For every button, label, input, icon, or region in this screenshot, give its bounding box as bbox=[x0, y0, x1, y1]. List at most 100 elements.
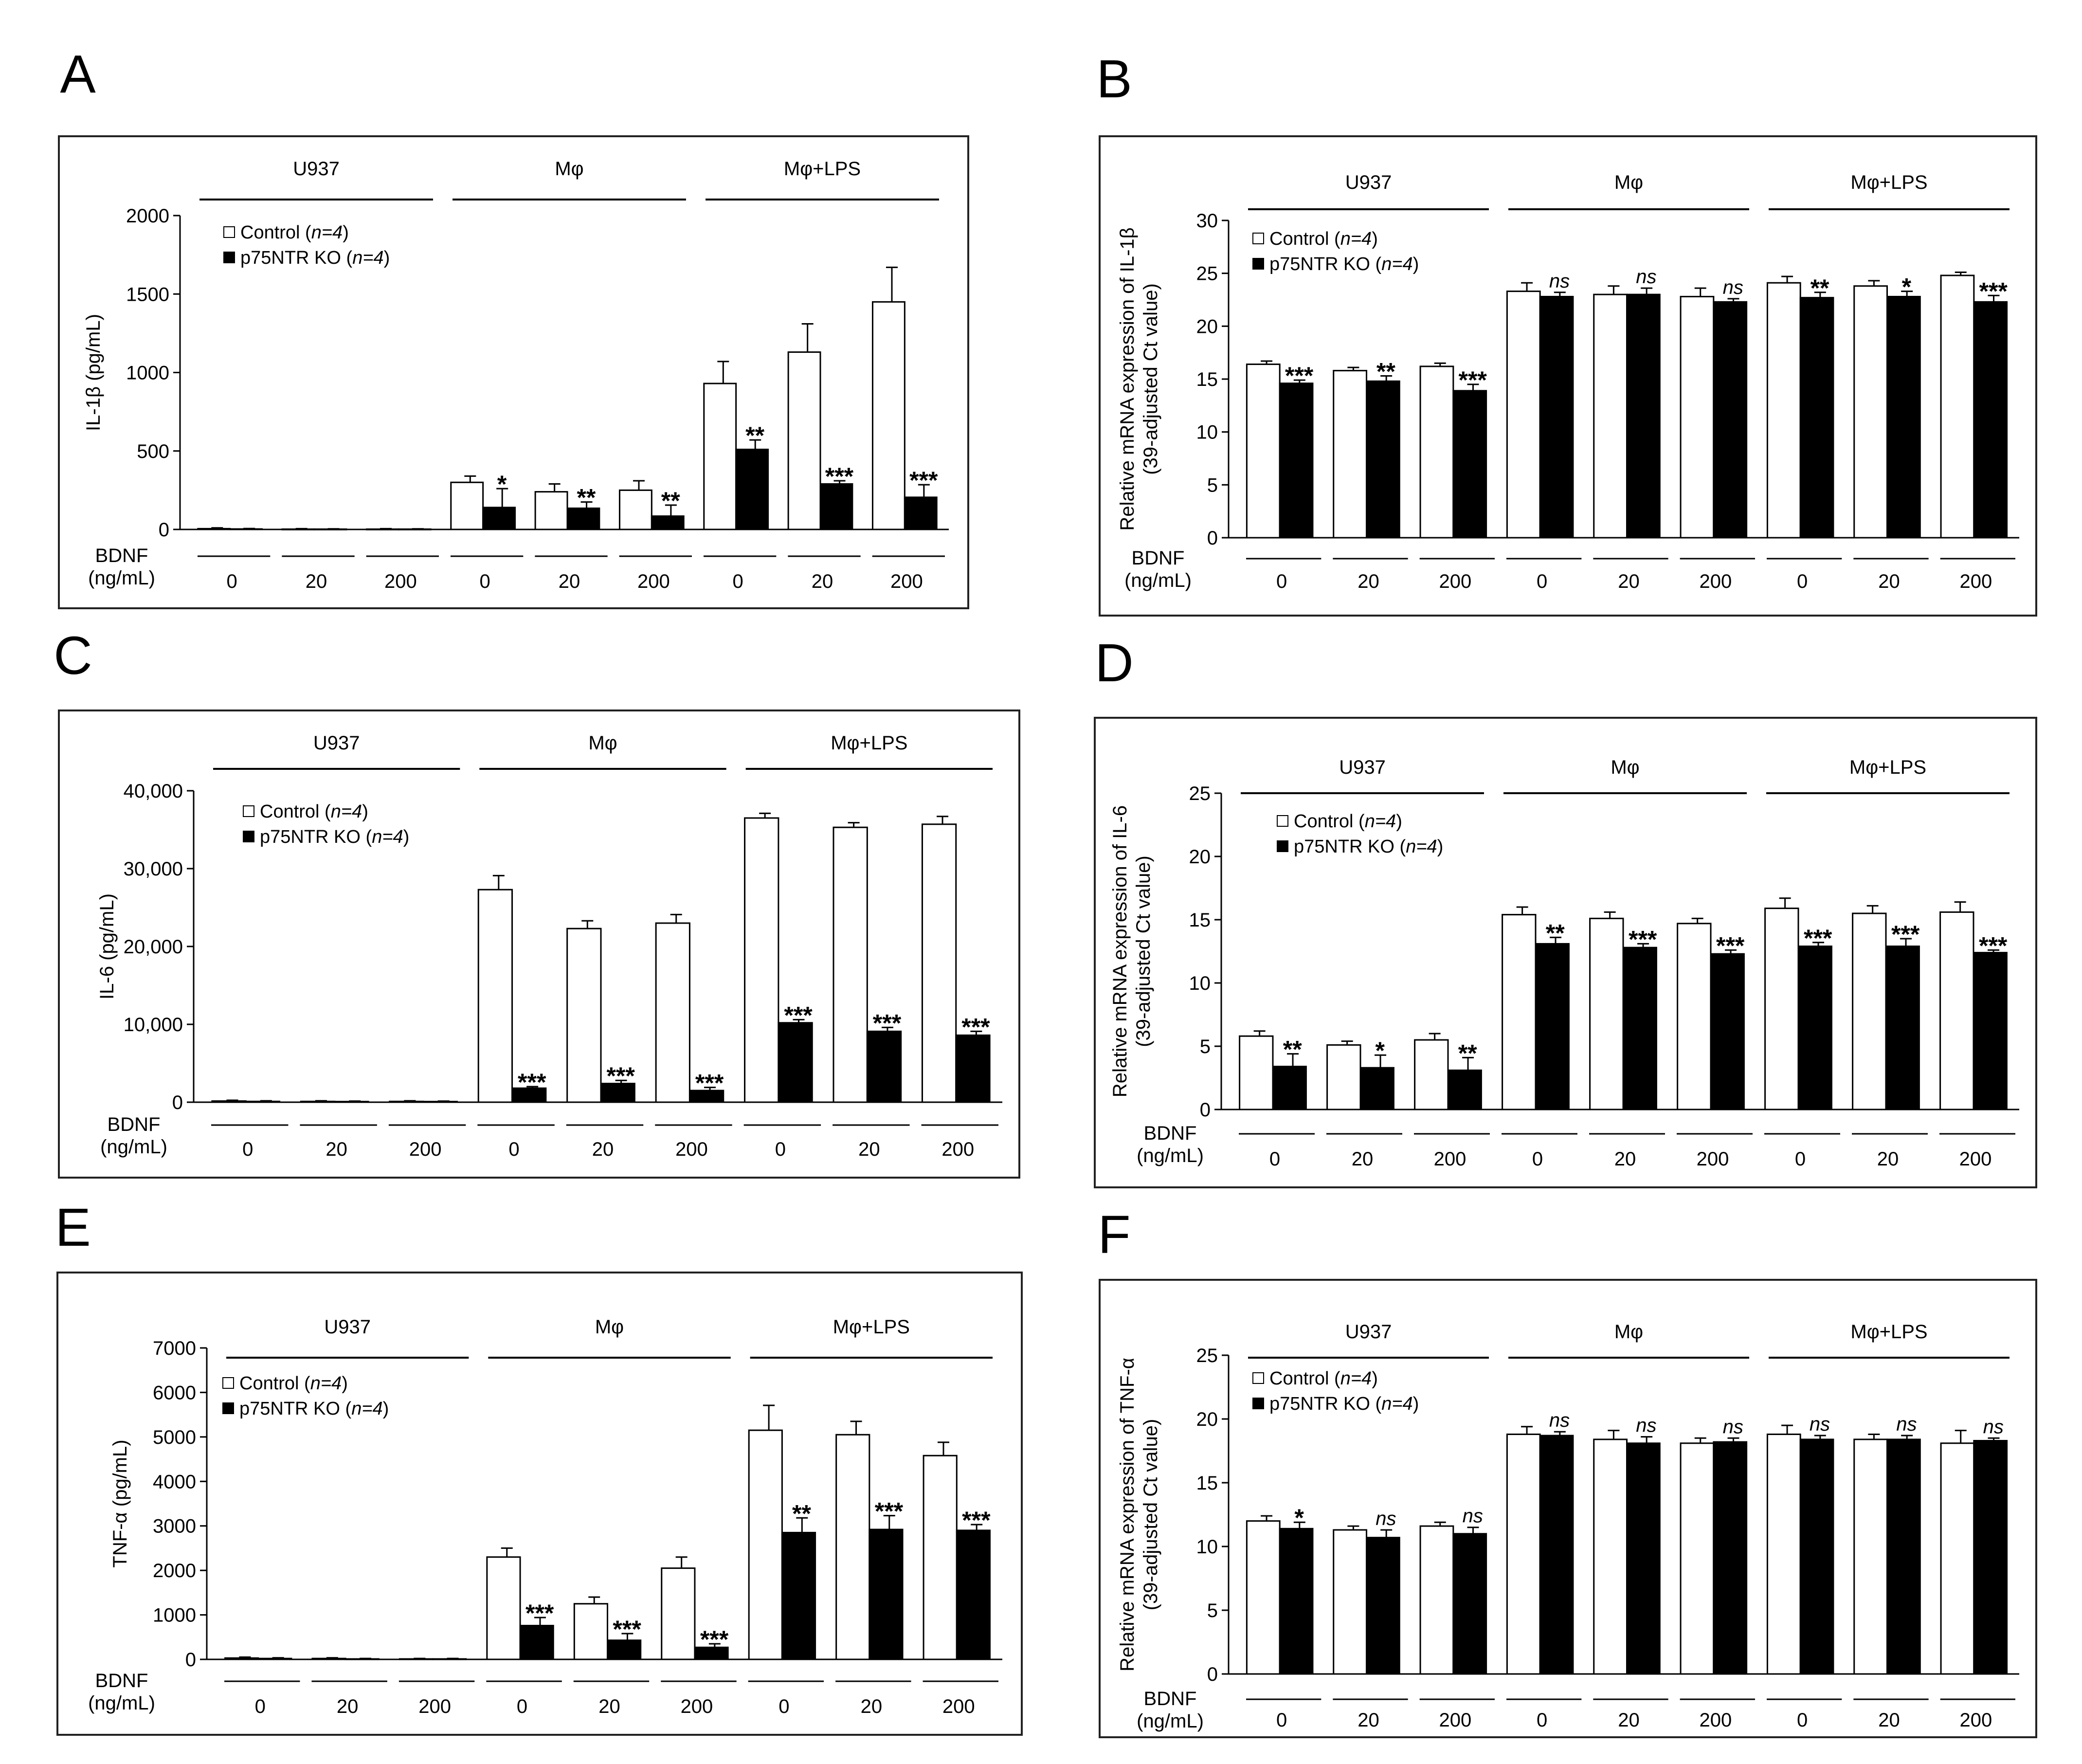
bar-control bbox=[1502, 914, 1537, 1110]
bar-control bbox=[703, 382, 737, 530]
significance-label: ** bbox=[745, 422, 764, 449]
y-tick-label: 20 bbox=[1196, 316, 1218, 337]
bar-ko bbox=[651, 515, 685, 530]
group-label: Mφ+LPS bbox=[831, 732, 907, 754]
bar-control bbox=[1506, 291, 1541, 539]
significance-label: *** bbox=[784, 1001, 813, 1029]
bar-ko bbox=[1539, 295, 1574, 539]
group-label: Mφ+LPS bbox=[1850, 172, 1927, 193]
dose-label: 0 bbox=[1795, 1148, 1806, 1170]
bar-ko bbox=[519, 1625, 554, 1660]
legend-entry: Control (n=4) bbox=[1294, 811, 1402, 832]
legend: Control (n=4) p75NTR KO (n=4) bbox=[243, 801, 409, 847]
legend-swatch bbox=[223, 226, 235, 238]
dose-label: 200 bbox=[942, 1696, 975, 1717]
y-tick-label: 0 bbox=[1200, 1099, 1211, 1121]
bdnf-unit-label: (ng/mL) bbox=[88, 1692, 155, 1714]
dose-label: 200 bbox=[418, 1696, 451, 1717]
legend-entry: p75NTR KO (n=4) bbox=[239, 1399, 389, 1419]
significance-label: ** bbox=[792, 1500, 811, 1527]
dose-label: 20 bbox=[858, 1139, 880, 1160]
group-label: Mφ bbox=[595, 1316, 624, 1338]
bar-control bbox=[655, 922, 690, 1103]
dose-label: 200 bbox=[941, 1139, 974, 1160]
dose-label: 20 bbox=[861, 1696, 883, 1717]
panel-letter: D bbox=[1095, 633, 1133, 693]
bdnf-label: BDNF bbox=[95, 545, 148, 566]
y-tick-label: 1000 bbox=[126, 363, 169, 384]
y-axis-label: Relative mRNA expression of IL-1β (39-adj… bbox=[1117, 227, 1161, 530]
bar-ko bbox=[566, 507, 600, 530]
significance-label: *** bbox=[1804, 925, 1832, 952]
y-tick-label: 4000 bbox=[153, 1471, 196, 1492]
bar-ko bbox=[866, 1030, 902, 1103]
bar-control bbox=[477, 889, 513, 1103]
group-label: U937 bbox=[293, 158, 340, 180]
bar-control bbox=[534, 491, 568, 530]
y-tick-label: 20,000 bbox=[124, 936, 183, 958]
bar-control bbox=[748, 1429, 783, 1660]
y-tick-label: 0 bbox=[185, 1649, 196, 1671]
dose-label: 0 bbox=[1537, 1709, 1547, 1731]
legend-swatch bbox=[222, 1377, 234, 1389]
bar-control bbox=[1677, 923, 1712, 1110]
significance-label: ns bbox=[1723, 1416, 1743, 1437]
y-tick-label: 2000 bbox=[153, 1560, 196, 1582]
y-tick-label: 30 bbox=[1196, 210, 1218, 232]
bar-control bbox=[744, 817, 779, 1103]
bar-ko bbox=[1452, 1533, 1487, 1675]
significance-label: ns bbox=[1376, 1508, 1396, 1529]
group-label: U937 bbox=[313, 732, 360, 754]
significance-label: ** bbox=[1458, 1039, 1477, 1067]
significance-label: ns bbox=[1636, 1415, 1656, 1437]
y-axis-label: IL-6 (pg/mL) bbox=[96, 893, 118, 1000]
significance-label: * bbox=[1902, 273, 1912, 301]
dose-label: 200 bbox=[675, 1139, 708, 1160]
significance-label: ns bbox=[1463, 1506, 1483, 1527]
dose-label: 20 bbox=[306, 571, 327, 592]
significance-label: *** bbox=[962, 1507, 991, 1534]
bar-ko bbox=[1359, 1067, 1394, 1110]
significance-label: ns bbox=[1549, 271, 1570, 292]
dose-label: 200 bbox=[637, 571, 670, 592]
bar-control bbox=[1506, 1433, 1541, 1675]
legend-entry: p75NTR KO (n=4) bbox=[1269, 254, 1419, 274]
y-axis-title: IL-6 (pg/mL) bbox=[96, 893, 118, 1000]
significance-label: ns bbox=[1983, 1416, 2004, 1437]
panel-letter: B bbox=[1096, 49, 1132, 109]
significance-label: ** bbox=[1283, 1036, 1302, 1063]
bar-ko bbox=[1973, 301, 2008, 539]
dose-label: 20 bbox=[592, 1139, 614, 1160]
bar-ko bbox=[781, 1531, 816, 1660]
significance-label: ns bbox=[1896, 1414, 1917, 1435]
bar-control bbox=[1680, 1442, 1715, 1675]
panel-D: D 0 5 10 15 20 25 Relative mRNA expression of I… bbox=[1094, 633, 2037, 1188]
bar-ko bbox=[819, 483, 853, 530]
significance-label: ** bbox=[1810, 274, 1829, 302]
bar-ko bbox=[1272, 1066, 1307, 1110]
dose-label: 0 bbox=[733, 571, 743, 592]
bar-control bbox=[486, 1556, 521, 1660]
y-tick-label: 25 bbox=[1196, 1345, 1218, 1366]
bar-control bbox=[1333, 370, 1368, 539]
y-tick-label: 15 bbox=[1196, 369, 1218, 390]
bar-ko bbox=[1626, 1442, 1661, 1675]
legend-swatch bbox=[1252, 1372, 1264, 1384]
dose-label: 20 bbox=[1878, 571, 1900, 592]
dose-label: 20 bbox=[1358, 571, 1379, 592]
significance-label: ns bbox=[1810, 1414, 1830, 1435]
y-axis-title: TNF-α (pg/mL) bbox=[109, 1439, 131, 1567]
dose-label: 20 bbox=[1618, 1709, 1640, 1731]
dose-label: 0 bbox=[517, 1696, 527, 1717]
significance-label: *** bbox=[1979, 277, 2008, 305]
bar-control bbox=[1419, 365, 1454, 539]
bar-ko bbox=[482, 507, 516, 530]
bar-ko bbox=[1452, 390, 1487, 539]
legend: Control (n=4) p75NTR KO (n=4) bbox=[1252, 229, 1419, 274]
bar-control bbox=[1940, 274, 1975, 539]
bdnf-label: BDNF bbox=[108, 1114, 161, 1135]
dose-label: 200 bbox=[1439, 1709, 1471, 1731]
bar-control bbox=[1766, 282, 1801, 539]
bar-control bbox=[1593, 1438, 1628, 1675]
